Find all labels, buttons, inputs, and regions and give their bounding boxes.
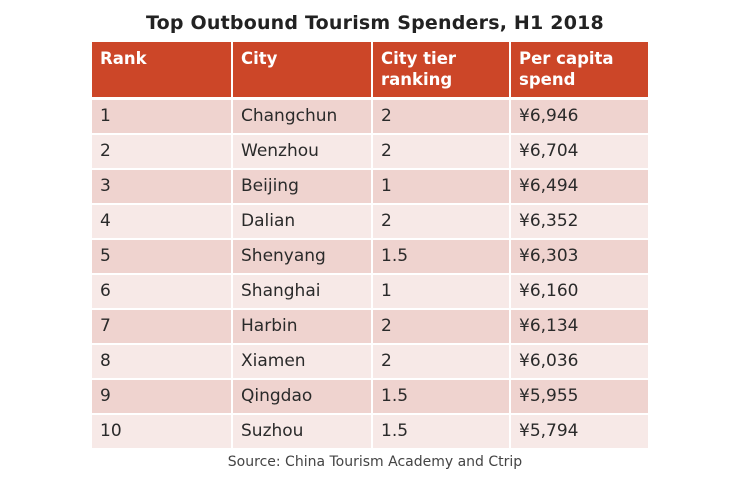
source-note: Source: China Tourism Academy and Ctrip [227, 454, 523, 470]
cell-spend: ¥5,794 [510, 414, 648, 450]
cell-city: Suzhou [232, 414, 373, 450]
cell-spend: ¥6,352 [510, 204, 648, 240]
table-row: 10 Suzhou 1.5 ¥5,794 [92, 414, 648, 450]
cell-rank: 6 [92, 274, 233, 310]
header-per-capita-spend: Per capita spend [510, 42, 648, 100]
cell-tier: 2 [372, 309, 511, 345]
cell-rank: 1 [92, 98, 233, 135]
cell-tier: 2 [372, 134, 511, 170]
cell-tier: 2 [372, 204, 511, 240]
cell-spend: ¥6,704 [510, 134, 648, 170]
cell-city: Wenzhou [232, 134, 373, 170]
cell-spend: ¥6,303 [510, 239, 648, 275]
cell-rank: 4 [92, 204, 233, 240]
table-row: 8 Xiamen 2 ¥6,036 [92, 344, 648, 380]
cell-city: Dalian [232, 204, 373, 240]
cell-spend: ¥6,160 [510, 274, 648, 310]
cell-rank: 8 [92, 344, 233, 380]
cell-rank: 7 [92, 309, 233, 345]
cell-city: Harbin [232, 309, 373, 345]
cell-spend: ¥5,955 [510, 379, 648, 415]
cell-city: Shenyang [232, 239, 373, 275]
cell-city: Shanghai [232, 274, 373, 310]
header-city: City [232, 42, 373, 100]
cell-city: Xiamen [232, 344, 373, 380]
cell-tier: 1 [372, 169, 511, 205]
table-title: Top Outbound Tourism Spenders, H1 2018 [146, 12, 604, 34]
table-row: 4 Dalian 2 ¥6,352 [92, 204, 648, 240]
cell-tier: 2 [372, 344, 511, 380]
cell-spend: ¥6,134 [510, 309, 648, 345]
cell-rank: 9 [92, 379, 233, 415]
cell-tier: 2 [372, 98, 511, 135]
cell-city: Changchun [232, 98, 373, 135]
cell-tier: 1.5 [372, 239, 511, 275]
table-row: 6 Shanghai 1 ¥6,160 [92, 274, 648, 310]
cell-rank: 2 [92, 134, 233, 170]
table-row: 9 Qingdao 1.5 ¥5,955 [92, 379, 648, 415]
cell-spend: ¥6,494 [510, 169, 648, 205]
header-row: Rank City City tier ranking Per capita s… [92, 42, 648, 100]
cell-tier: 1 [372, 274, 511, 310]
cell-rank: 3 [92, 169, 233, 205]
table-body: 1 Changchun 2 ¥6,946 2 Wenzhou 2 ¥6,704 3 Beijing… [92, 98, 648, 450]
cell-rank: 5 [92, 239, 233, 275]
cell-rank: 10 [92, 414, 233, 450]
cell-spend: ¥6,946 [510, 98, 648, 135]
cell-tier: 1.5 [372, 414, 511, 450]
table-row: 7 Harbin 2 ¥6,134 [92, 309, 648, 345]
table-row: 5 Shenyang 1.5 ¥6,303 [92, 239, 648, 275]
table-row: 3 Beijing 1 ¥6,494 [92, 169, 648, 205]
table-row: 1 Changchun 2 ¥6,946 [92, 98, 648, 135]
cell-city: Beijing [232, 169, 373, 205]
header-rank: Rank [92, 42, 233, 100]
cell-spend: ¥6,036 [510, 344, 648, 380]
spenders-table: Rank City City tier ranking Per capita s… [92, 42, 648, 450]
header-city-tier-ranking: City tier ranking [372, 42, 511, 100]
cell-city: Qingdao [232, 379, 373, 415]
cell-tier: 1.5 [372, 379, 511, 415]
table-row: 2 Wenzhou 2 ¥6,704 [92, 134, 648, 170]
